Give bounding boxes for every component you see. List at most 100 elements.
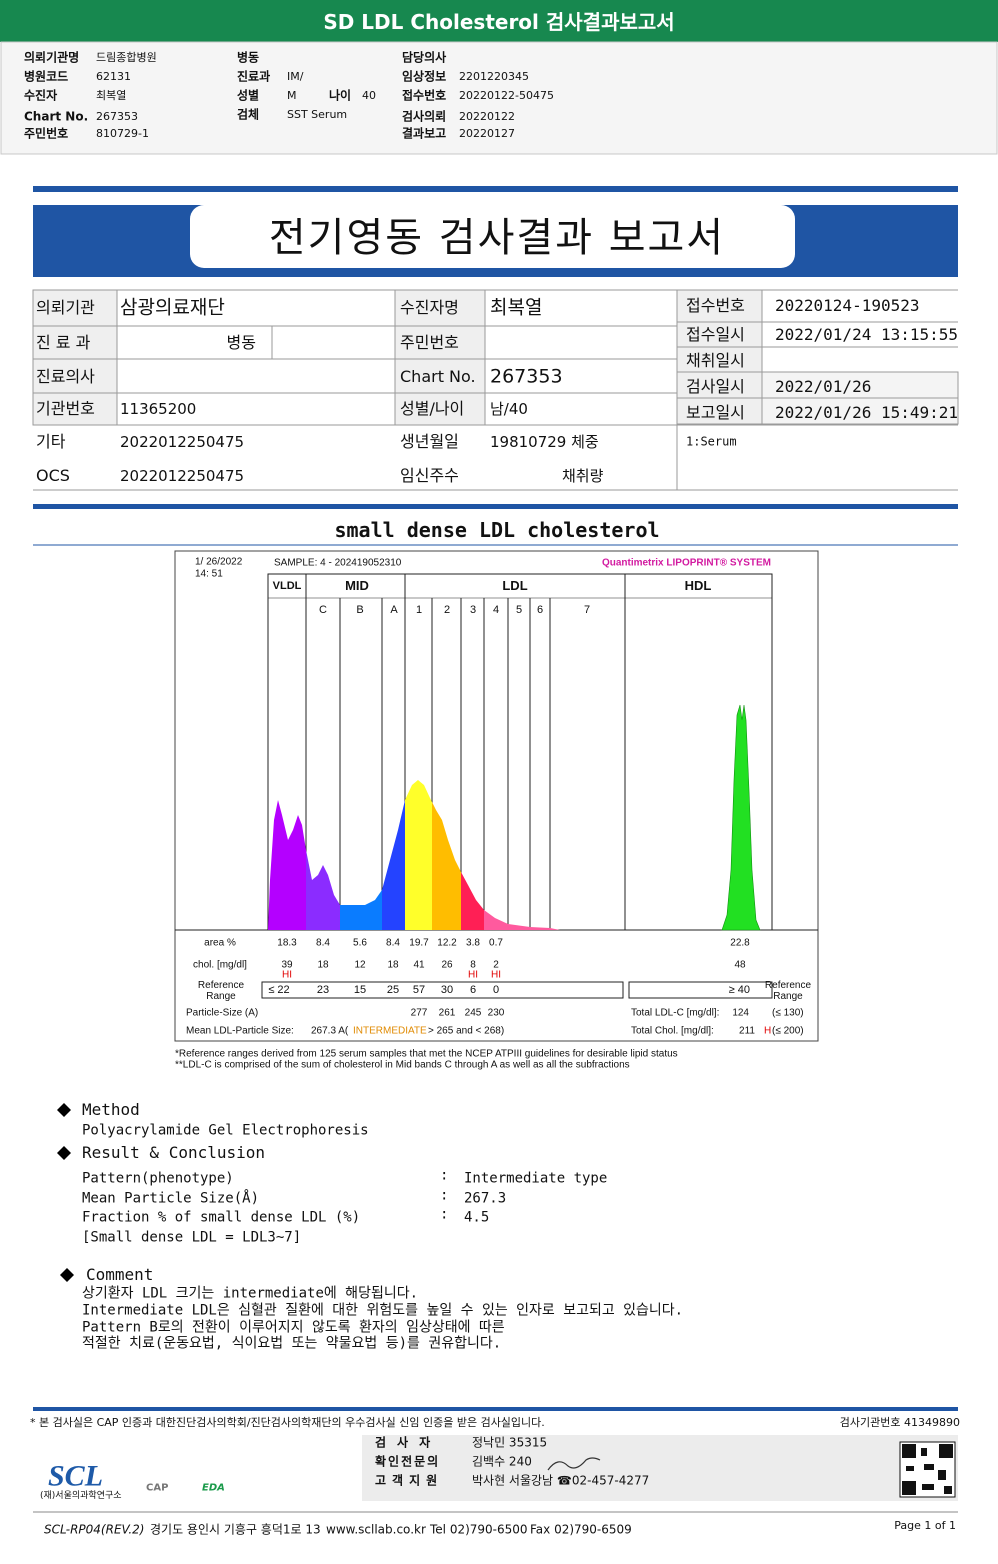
qr [906, 1466, 914, 1471]
rule [33, 1407, 958, 1411]
qr [921, 1448, 927, 1456]
lp-area: 22.8 [730, 937, 750, 949]
staff-value: 김백수 240 [472, 1454, 532, 1469]
notice: * 본 검사실은 CAP 인증과 대한진단검사의학회/진단검사의학재단의 우수검… [30, 1415, 545, 1429]
lp-group: LDL [502, 577, 528, 593]
heading: Method [82, 1100, 140, 1120]
info-label: 검사의뢰 [402, 109, 447, 124]
lp-row-label: Reference Range [764, 980, 812, 1002]
lp-ref: 6 [469, 983, 477, 996]
lp-mean-class: INTERMEDIATE [353, 1025, 427, 1037]
cell [394, 289, 486, 426]
info-label: 진료과 [237, 69, 271, 84]
result-value: Intermediate type [464, 1170, 608, 1187]
qr [922, 1484, 934, 1490]
comment-line: 적절한 치료(운동요법, 식이요법 또는 약물요법 등)를 권유합니다. [82, 1335, 502, 1352]
badge: EDA [202, 1482, 225, 1494]
ref-box [628, 981, 773, 999]
field-value: 19810729 체중 [490, 432, 599, 451]
lp-area: 12.2 [437, 937, 457, 949]
lp-mean: 267.3 A( [311, 1025, 349, 1037]
field-label: 진료의사 [36, 367, 95, 387]
info-value: 드림종합병원 [96, 50, 157, 64]
lp-ref: 25 [386, 983, 400, 996]
lp-ref: ≥ 40 [728, 983, 750, 996]
field-value: 2022012250475 [120, 432, 245, 451]
lp-flag: HI [468, 969, 478, 981]
info-value: M [287, 88, 297, 102]
info-label: Chart No. [24, 109, 89, 124]
lp-group: VLDL [272, 579, 302, 592]
separator: : [440, 1206, 449, 1223]
logo-sub: (재)서울의과학연구소 [40, 1491, 122, 1502]
website: www.scllab.co.kr [326, 1522, 426, 1537]
lp-area: 8.4 [386, 937, 400, 949]
staff-label: 확인전문의 [375, 1454, 441, 1469]
lp-flag: HI [491, 969, 501, 981]
lp-chol: 48 [734, 959, 746, 971]
lp-row-label: Total Chol. [mg/dl]: [631, 1025, 714, 1037]
institution-no: 검사기관번호 41349890 [839, 1415, 960, 1429]
info-label: 임상정보 [402, 69, 447, 84]
field-label: 기관번호 [36, 399, 95, 419]
lp-chol: 41 [413, 959, 425, 971]
heading: Result & Conclusion [82, 1143, 266, 1163]
lp-area: 5.6 [353, 937, 367, 949]
info-label: 병원코드 [24, 69, 69, 84]
field-value: 267353 [490, 365, 563, 388]
lp-row-label: Mean LDL-Particle Size: [186, 1025, 294, 1037]
lp-band: 2 [443, 603, 451, 616]
footnote: **LDL-C is comprised of the sum of chole… [175, 1059, 630, 1071]
lp-flag: HI [282, 969, 292, 981]
comment-line: Intermediate LDL은 심혈관 질환에 대한 위험도를 높일 수 있… [82, 1302, 684, 1319]
field-label: 채취일시 [686, 351, 745, 371]
fax: Fax 02)790-6509 [530, 1522, 632, 1537]
field-label: 주민번호 [400, 333, 459, 353]
field-value: 채취량 [562, 466, 604, 485]
lipoprint-box [174, 550, 819, 1042]
lp-mean-range: > 265 and < 268) [428, 1025, 505, 1037]
lp-band: 7 [583, 603, 591, 616]
field-value: 2022012250475 [120, 466, 245, 485]
bullet [60, 1268, 74, 1282]
patient-table [32, 289, 959, 491]
info-label: 담당의사 [402, 50, 447, 65]
info-value: 20220127 [459, 126, 515, 140]
field-value: 삼광의료재단 [120, 296, 225, 319]
field-value: 2022/01/26 15:49:21 [775, 403, 959, 423]
lp-group: MID [345, 577, 369, 593]
separator: : [440, 1167, 449, 1184]
field-value: 20220124-190523 [775, 296, 920, 316]
footnote: *Reference ranges derived from 125 serum… [175, 1048, 678, 1060]
lp-band: 4 [492, 603, 500, 616]
comment-line: 상기환자 LDL 크기는 intermediate에 해당됩니다. [82, 1285, 419, 1302]
lp-total-ref: (≤ 200) [772, 1025, 804, 1037]
staff-value: 정낙민 35315 [472, 1435, 548, 1450]
lp-band: C [319, 603, 327, 616]
lp-band: 6 [536, 603, 544, 616]
info-value: 최복열 [96, 88, 127, 102]
lp-row-label: Total LDL-C [mg/dl]: [631, 1007, 720, 1019]
field-value: 남/40 [490, 399, 528, 418]
tel: Tel 02)790-6500 [430, 1522, 528, 1537]
logo: SCL [48, 1459, 104, 1493]
info-box [0, 41, 998, 155]
banner-inner [190, 205, 795, 268]
field-label: 진 료 과 [36, 333, 91, 353]
lp-band: A [390, 603, 398, 616]
field-value: 병동 [226, 333, 256, 353]
lp-area: 19.7 [409, 937, 429, 949]
info-label: 의뢰기관명 [24, 50, 80, 65]
lp-date: 1/ 26/2022 [195, 556, 243, 568]
field-label: 수진자명 [400, 298, 459, 318]
info-label: 주민번호 [24, 126, 69, 141]
lp-band: B [356, 603, 364, 616]
cell [676, 289, 763, 425]
lp-ref: 0 [492, 983, 500, 996]
lp-area: 18.3 [277, 937, 297, 949]
lp-chol: 18 [387, 959, 399, 971]
field-value: 최복열 [490, 296, 543, 319]
info-value: 810729-1 [96, 126, 149, 140]
cell [32, 289, 118, 426]
